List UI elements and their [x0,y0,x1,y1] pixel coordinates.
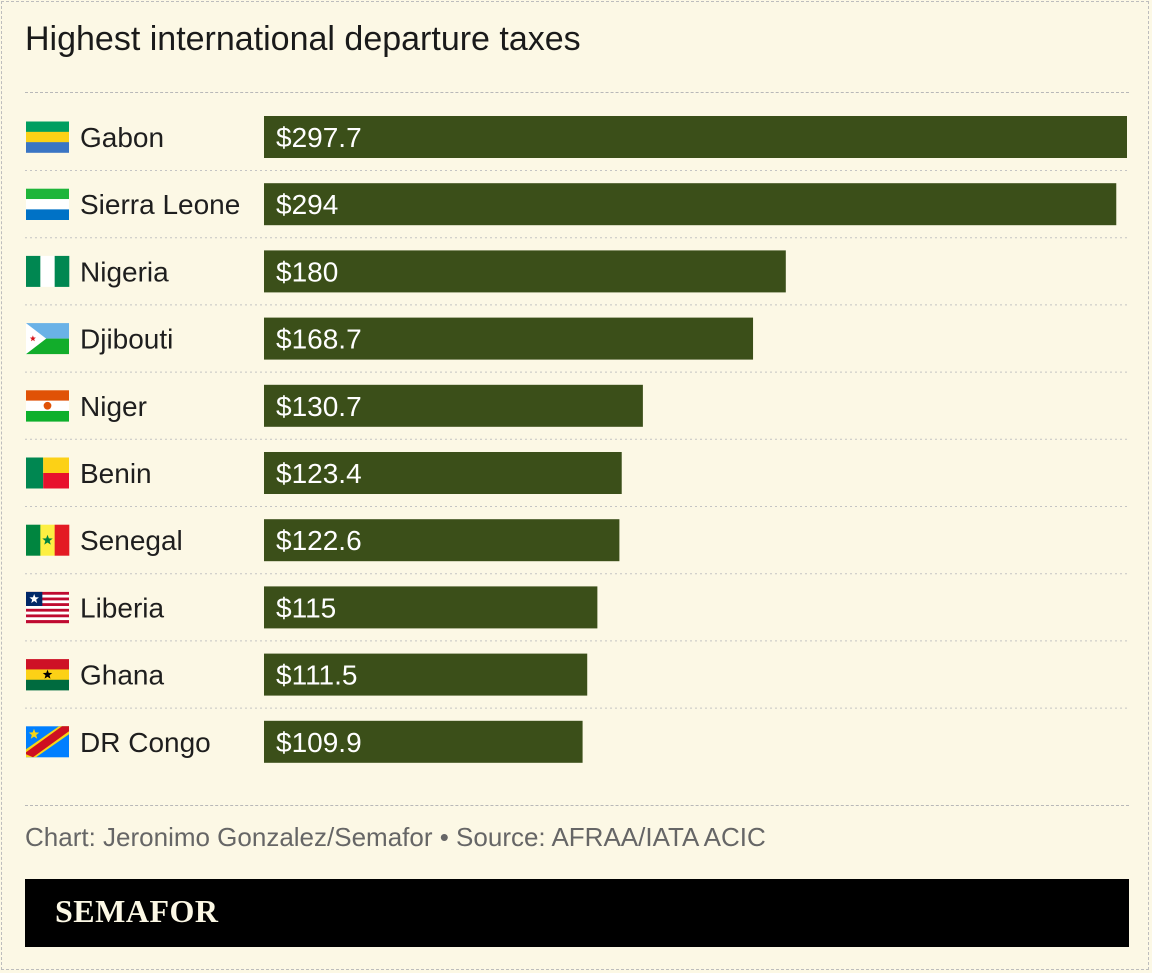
category-label: Niger [80,391,147,422]
senegal-flag-icon [26,524,70,556]
data-label: $297.7 [276,122,362,153]
data-label: $123.4 [276,458,362,489]
flag-stripe [26,591,69,596]
category-label: Ghana [80,660,164,691]
bar-row: Liberia $115 [25,586,1129,642]
flag-stripe [26,188,69,200]
bar-row: Senegal $122.6 [25,519,1129,575]
flag-stripe [26,131,69,143]
flag-stripe [26,594,69,598]
category-label: Nigeria [80,256,169,287]
bar-row: Djibouti $168.7 [25,317,1129,373]
flag-stripe [43,473,69,489]
bar [264,250,786,293]
bar-row: Nigeria $180 [25,250,1129,306]
flag-star [42,669,53,679]
flag-star [42,534,53,545]
brand-logo: SEMAFOR [55,893,219,929]
flag-stripe [26,390,69,401]
bar [264,317,754,360]
bar [264,183,1117,226]
bar-row: Gabon $297.7 [25,116,1129,171]
bar [264,653,588,696]
bar [264,720,583,763]
benin-flag-icon [26,457,69,489]
flag-star [29,335,36,342]
data-label: $111.5 [276,660,357,691]
bar [264,586,598,629]
flag-stripe [26,457,44,489]
data-label: $115 [276,592,336,623]
flag-stripe [26,614,69,618]
footer-bar: SEMAFOR [25,879,1129,947]
bar-row: Benin $123.4 [25,452,1129,507]
flag-star [29,593,39,603]
ghana-flag-icon [26,659,69,691]
category-label: Benin [80,458,152,489]
flag-stripe [26,605,69,610]
data-label: $130.7 [276,391,362,422]
category-label: Sierra Leone [80,189,240,220]
data-label: $168.7 [276,324,362,355]
bottom-divider [25,805,1129,806]
flag-star [28,728,40,739]
nigeria-flag-icon [26,255,70,287]
category-label: DR Congo [80,727,211,758]
flag-stripe [26,679,69,691]
djibouti-flag-icon [26,323,69,355]
bar-row: Sierra Leone $294 [25,183,1129,239]
flag-stripe [26,608,69,612]
data-label: $180 [276,256,338,287]
chart-title: Highest international departure taxes [25,20,581,58]
flag-stripe [26,620,69,624]
bar-row: Ghana $111.5 [25,653,1129,709]
flag-stripe [26,600,69,604]
niger-flag-icon [26,390,69,422]
gabon-flag-icon [26,121,69,153]
flag-stripe [43,457,69,473]
flag-triangle [26,323,47,355]
bar [264,116,1127,158]
flag-stripe [26,410,69,422]
flag-stripe [26,617,69,621]
flag-stripe [26,255,41,287]
flag-stripe [26,142,69,153]
flag-stripe [40,255,55,287]
sierra-leone-flag-icon [26,188,69,220]
data-label: $122.6 [276,525,362,556]
flag-stripe [54,255,70,287]
flag-stripe [26,597,69,601]
flag-circle [43,401,52,410]
bar [264,384,643,427]
bar-row: Niger $130.7 [25,384,1129,440]
flag-stripe [26,524,41,556]
top-divider [25,92,1129,93]
data-label: $109.9 [276,727,362,758]
data-label: $294 [276,189,338,220]
category-label: Gabon [80,122,164,153]
flag-stripe [26,199,69,210]
category-label: Senegal [80,525,183,556]
flag-diagonal [26,726,69,758]
bar-chart: Gabon $297.7 Sierra Leone $294 Nigeria $180 Dj… [25,116,1129,763]
flag-stripe [26,209,69,220]
liberia-flag-icon [26,591,69,624]
flag-stripe [54,524,70,556]
dr-congo-flag-icon [26,726,69,758]
category-label: Djibouti [80,324,173,355]
flag-stripe [26,611,69,615]
bar [264,519,620,562]
flag-stripe [26,603,69,607]
category-label: Liberia [80,592,164,623]
bar-row: DR Congo $109.9 [26,720,583,763]
flag-stripe [26,659,69,670]
flag-stripe [26,121,69,133]
bar [264,452,622,494]
source-credit: Chart: Jeronimo Gonzalez/Semafor • Sourc… [25,822,766,852]
